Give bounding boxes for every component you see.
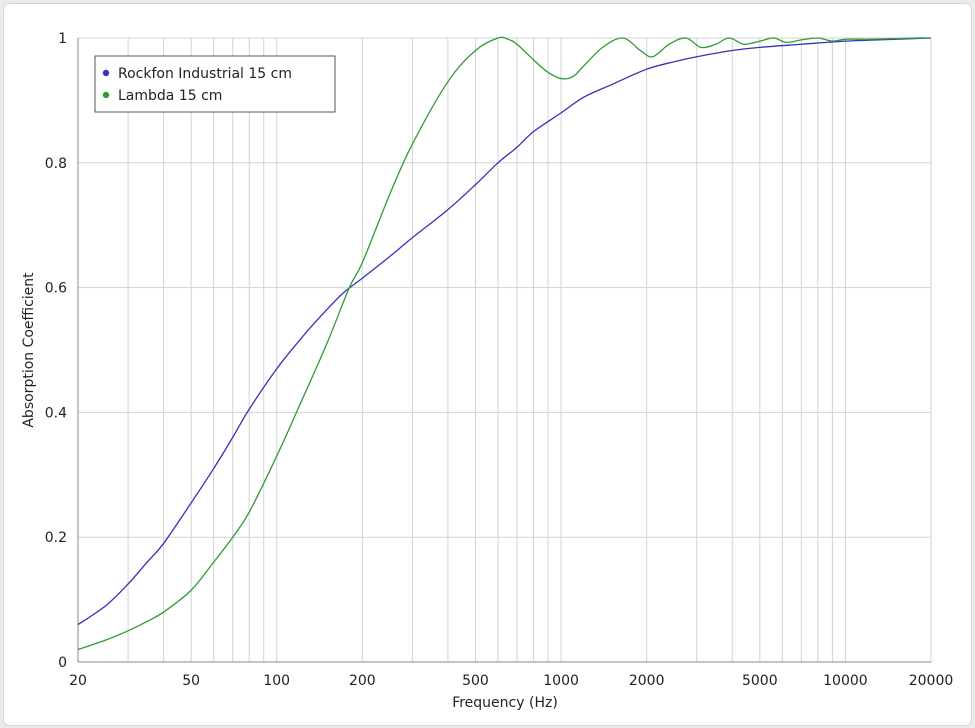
legend: Rockfon Industrial 15 cm Lambda 15 cm: [94, 55, 336, 113]
y-tick-label: 0.2: [45, 530, 67, 546]
y-tick-label: 1: [58, 31, 67, 47]
x-tick-label: 50: [182, 673, 200, 689]
x-tick-label: 20000: [909, 673, 954, 689]
y-tick-label: 0: [58, 655, 67, 671]
x-tick-label: 100: [263, 673, 290, 689]
series-line-rockfon-industrial: [77, 37, 932, 626]
x-tick-label: 500: [462, 673, 489, 689]
x-tick-label: 5000: [742, 673, 778, 689]
series-line-lambda: [77, 36, 932, 651]
x-axis-title: Frequency (Hz): [452, 695, 558, 711]
plot-lines: [77, 36, 932, 651]
x-tick-label: 2000: [629, 673, 665, 689]
x-tick-label: 10000: [823, 673, 868, 689]
x-tick-label: 20: [69, 673, 87, 689]
legend-label-rockfon-industrial: Rockfon Industrial 15 cm: [118, 66, 292, 82]
legend-marker-lambda: [102, 91, 110, 99]
x-tick-label: 200: [349, 673, 376, 689]
legend-marker-rockfon-industrial: [102, 69, 110, 77]
y-tick-label: 0.4: [45, 405, 67, 421]
y-axis-title: Absorption Coefficient: [21, 272, 37, 428]
tick-labels: 20 50 100 200 500 1000 2000 5000 10000 20000 0 0.2 0…: [45, 31, 954, 689]
legend-box: [94, 55, 336, 113]
chart-panel: [3, 3, 972, 726]
x-tick-label: 1000: [543, 673, 579, 689]
grid: [77, 37, 932, 663]
legend-label-lambda: Lambda 15 cm: [118, 88, 222, 104]
y-tick-label: 0.6: [45, 281, 67, 297]
y-tick-label: 0.8: [45, 156, 67, 172]
